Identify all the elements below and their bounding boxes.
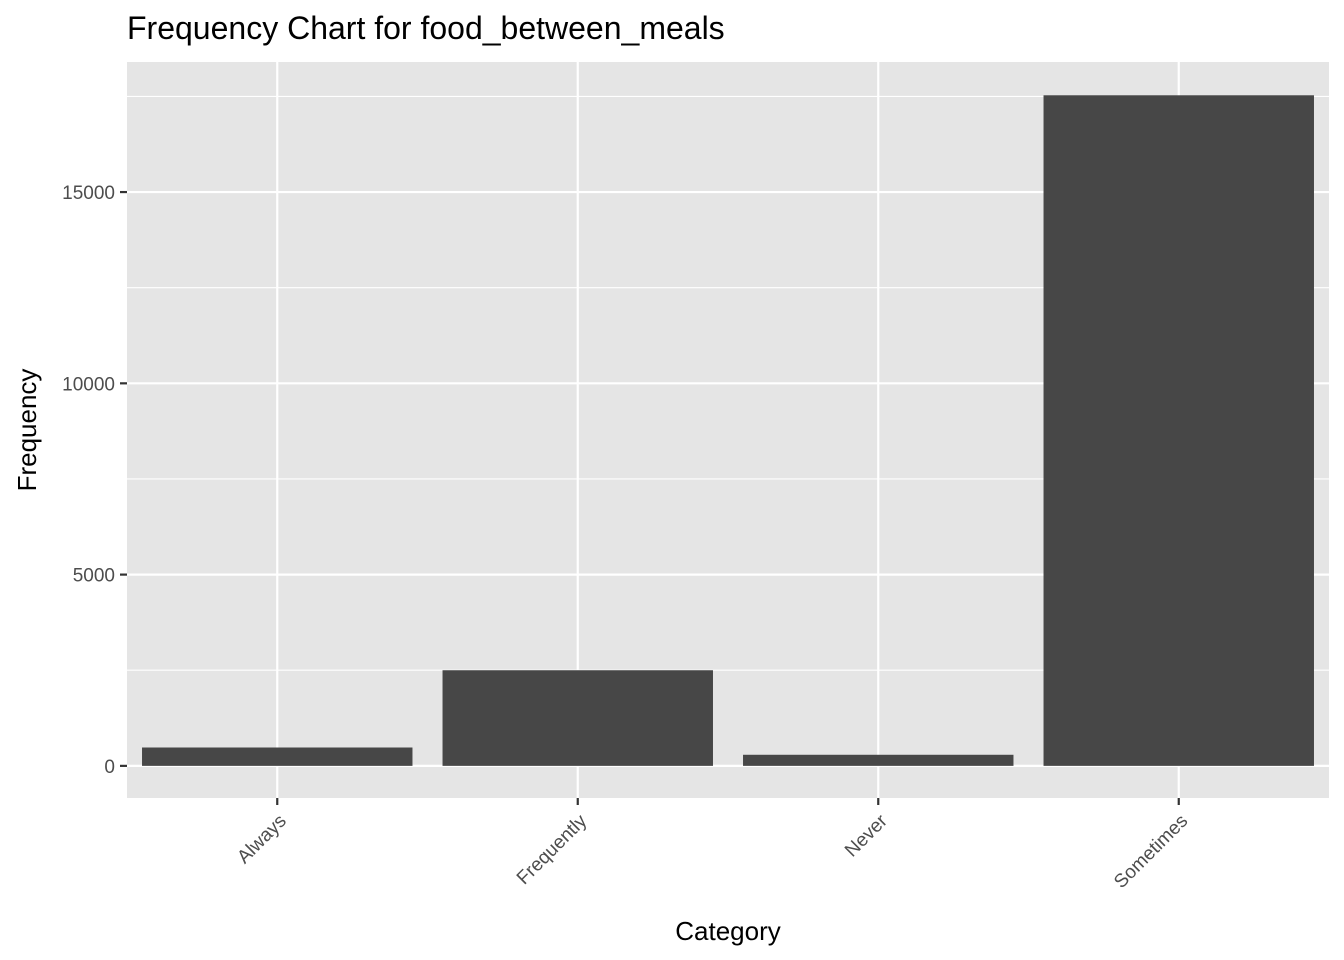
bar-frequently bbox=[442, 670, 713, 766]
chart-title: Frequency Chart for food_between_meals bbox=[127, 10, 725, 46]
bar-always bbox=[142, 747, 413, 766]
y-tick-label: 0 bbox=[104, 757, 115, 778]
y-axis: 0 5000 10000 15000 bbox=[62, 183, 127, 778]
x-tick-label: Sometimes bbox=[1110, 811, 1192, 893]
y-axis-title: Frequency bbox=[12, 369, 42, 492]
x-tick-label: Never bbox=[841, 810, 892, 861]
y-tick-label: 10000 bbox=[62, 374, 115, 395]
x-axis: Always Frequently Never Sometimes bbox=[233, 798, 1192, 893]
bars bbox=[142, 95, 1314, 766]
x-tick-label: Frequently bbox=[513, 810, 592, 889]
y-tick-label: 5000 bbox=[73, 566, 115, 587]
x-tick-label: Always bbox=[233, 811, 290, 868]
x-axis-title: Category bbox=[675, 916, 781, 946]
bar-never bbox=[743, 754, 1014, 766]
y-tick-label: 15000 bbox=[62, 183, 115, 204]
bar-sometimes bbox=[1043, 95, 1314, 766]
